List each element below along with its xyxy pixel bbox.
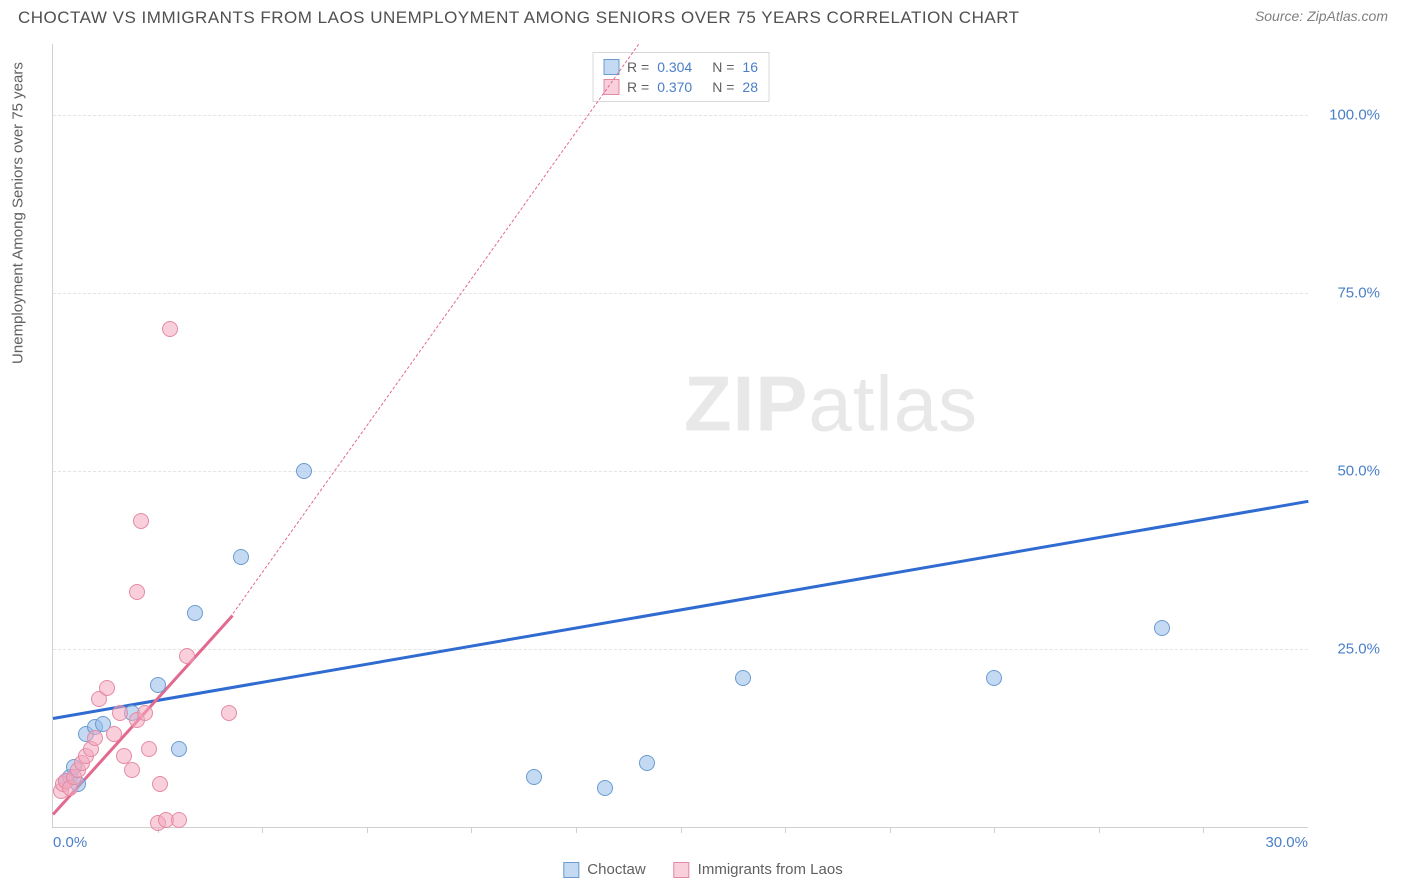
r-label: R = [627,79,649,95]
series-legend: Choctaw Immigrants from Laos [563,861,842,878]
watermark: ZIPatlas [684,359,978,450]
r-value: 0.370 [657,79,692,95]
x-tick [1099,827,1100,833]
x-tick [785,827,786,833]
data-point [171,741,187,757]
x-tick-label: 0.0% [53,834,87,851]
n-value: 16 [742,59,758,75]
gridline [53,471,1308,472]
trend-line [232,44,639,614]
plot-area: ZIPatlas R =0.304N =16R =0.370N =28 0.0%… [52,44,1308,828]
data-point [133,513,149,529]
legend-label: Immigrants from Laos [698,861,843,878]
data-point [639,755,655,771]
n-value: 28 [742,79,758,95]
x-tick [1203,827,1204,833]
gridline [53,649,1308,650]
data-point [124,762,140,778]
data-point [112,705,128,721]
y-tick-label: 75.0% [1337,285,1380,302]
data-point [986,670,1002,686]
data-point [162,321,178,337]
x-tick [367,827,368,833]
legend-stat-row: R = 0.370 N = 28 [603,77,758,97]
data-point [735,670,751,686]
data-point [296,463,312,479]
watermark-light: atlas [808,360,978,448]
x-tick [994,827,995,833]
y-tick-label: 50.0% [1337,463,1380,480]
legend-swatch [674,862,690,878]
r-value: 0.304 [657,59,692,75]
data-point [106,726,122,742]
trend-line [53,500,1308,720]
r-label: R = [627,59,649,75]
legend-swatch [563,862,579,878]
legend-item: Immigrants from Laos [674,861,843,878]
data-point [99,680,115,696]
data-point [141,741,157,757]
data-point [87,730,103,746]
data-point [1154,620,1170,636]
data-point [152,776,168,792]
data-point [233,549,249,565]
data-point [179,648,195,664]
y-tick-label: 100.0% [1329,107,1380,124]
n-label: N = [712,79,734,95]
data-point [526,769,542,785]
x-tick [890,827,891,833]
legend-label: Choctaw [587,861,645,878]
x-tick [576,827,577,833]
gridline [53,293,1308,294]
data-point [597,780,613,796]
data-point [187,605,203,621]
data-point [137,705,153,721]
data-point [129,584,145,600]
x-tick [681,827,682,833]
chart-container: ZIPatlas R =0.304N =16R =0.370N =28 0.0%… [52,44,1388,840]
chart-title: CHOCTAW VS IMMIGRANTS FROM LAOS UNEMPLOY… [18,8,1020,28]
n-label: N = [712,59,734,75]
legend-item: Choctaw [563,861,645,878]
watermark-bold: ZIP [684,360,808,448]
x-tick [262,827,263,833]
data-point [221,705,237,721]
y-axis-label: Unemployment Among Seniors over 75 years [10,62,27,364]
chart-source: Source: ZipAtlas.com [1255,8,1388,24]
data-point [150,677,166,693]
correlation-legend: R = 0.304 N = 16 R = 0.370 N = 28 [592,52,769,102]
x-tick-label: 30.0% [1265,834,1308,851]
data-point [171,812,187,828]
y-tick-label: 25.0% [1337,641,1380,658]
x-tick [471,827,472,833]
gridline [53,115,1308,116]
